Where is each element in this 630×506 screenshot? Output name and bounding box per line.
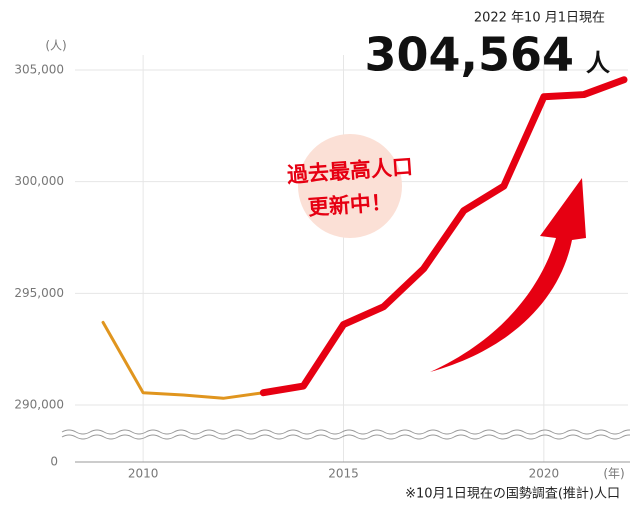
x-tick-label: 2020 <box>529 467 560 481</box>
y-tick-label: 300,000 <box>14 174 64 188</box>
axis-break <box>62 430 630 439</box>
y-unit: (人) <box>45 39 66 53</box>
y-tick-label: 290,000 <box>14 398 64 412</box>
y-tick-label: 295,000 <box>14 286 64 300</box>
headline-value: 304,564 <box>364 28 574 82</box>
rising-arrow <box>430 178 586 372</box>
headline-date: 2022 年10 月1日現在 <box>474 11 605 26</box>
annotation-bubble <box>298 134 402 238</box>
x-tick-label: 2015 <box>328 467 359 481</box>
baseline-label: 0 <box>50 455 58 469</box>
data-line <box>103 322 263 398</box>
x-unit: (年) <box>603 467 624 481</box>
y-tick-label: 305,000 <box>14 63 64 77</box>
x-tick-label: 2010 <box>128 467 159 481</box>
footnote: ※10月1日現在の国勢調査(推計)人口 <box>405 486 620 502</box>
chart: 2022 年10 月1日現在 304,564 人 過去最高人口 更新中！ (人)… <box>0 0 630 506</box>
headline-unit: 人 <box>586 49 610 77</box>
